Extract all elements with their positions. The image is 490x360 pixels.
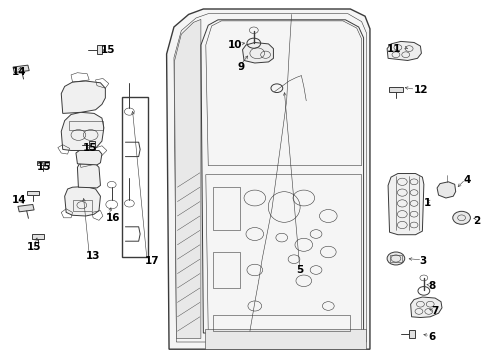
Text: 2: 2	[473, 216, 480, 226]
Bar	[205, 329, 366, 349]
Text: 15: 15	[83, 143, 98, 153]
Polygon shape	[61, 112, 104, 150]
Text: 10: 10	[228, 40, 243, 50]
Polygon shape	[409, 330, 415, 338]
Polygon shape	[389, 87, 403, 91]
Polygon shape	[61, 81, 105, 113]
Text: 17: 17	[145, 256, 159, 266]
Text: 12: 12	[414, 85, 429, 95]
Text: 15: 15	[100, 45, 115, 55]
Text: 16: 16	[105, 213, 120, 223]
Circle shape	[387, 252, 405, 265]
Bar	[390, 255, 402, 262]
Text: 15: 15	[37, 162, 51, 172]
Circle shape	[453, 211, 470, 224]
Text: 9: 9	[238, 62, 245, 72]
Bar	[213, 315, 350, 331]
Polygon shape	[388, 174, 424, 235]
Bar	[122, 97, 148, 257]
Polygon shape	[97, 45, 102, 54]
Text: 8: 8	[429, 281, 436, 291]
Text: 4: 4	[463, 175, 470, 185]
Polygon shape	[77, 164, 100, 188]
Bar	[73, 200, 92, 211]
Text: 3: 3	[419, 256, 426, 266]
Text: 11: 11	[387, 44, 402, 54]
Bar	[213, 187, 240, 230]
Polygon shape	[174, 19, 201, 338]
Polygon shape	[243, 42, 273, 63]
Bar	[213, 252, 240, 288]
Polygon shape	[18, 204, 34, 212]
Polygon shape	[37, 161, 49, 165]
Text: 14: 14	[12, 67, 27, 77]
Text: 6: 6	[429, 332, 436, 342]
Polygon shape	[13, 65, 29, 72]
Bar	[69, 121, 103, 130]
Polygon shape	[76, 150, 102, 165]
Polygon shape	[167, 9, 370, 349]
Text: 13: 13	[86, 251, 100, 261]
Polygon shape	[27, 191, 39, 195]
Text: 5: 5	[296, 265, 304, 275]
Text: 7: 7	[431, 306, 439, 316]
Text: 1: 1	[424, 198, 431, 208]
Text: 14: 14	[12, 195, 27, 205]
Polygon shape	[32, 234, 44, 239]
Polygon shape	[387, 41, 421, 60]
Polygon shape	[411, 297, 442, 318]
Polygon shape	[437, 182, 456, 198]
Text: 15: 15	[27, 242, 42, 252]
Polygon shape	[65, 186, 100, 216]
Polygon shape	[89, 141, 95, 149]
